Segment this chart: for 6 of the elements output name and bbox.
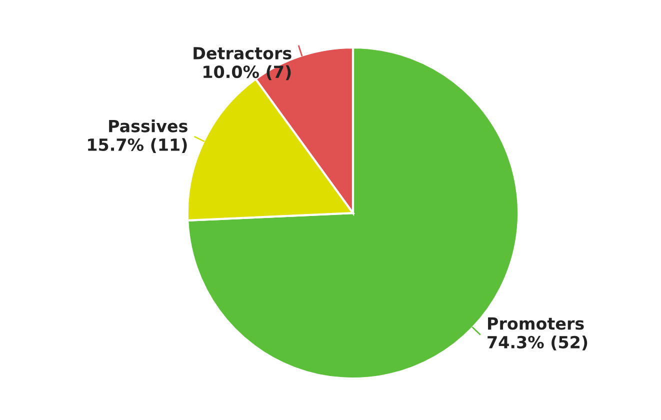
slice-label: Promoters: [488, 317, 584, 330]
data-label: 10.0% (7): [204, 65, 291, 80]
slice-label: Passives: [109, 119, 188, 132]
slice-label: Detractors: [194, 47, 292, 60]
data-label: 15.7% (11): [88, 138, 187, 153]
data-label: 74.3% (52): [488, 336, 588, 350]
